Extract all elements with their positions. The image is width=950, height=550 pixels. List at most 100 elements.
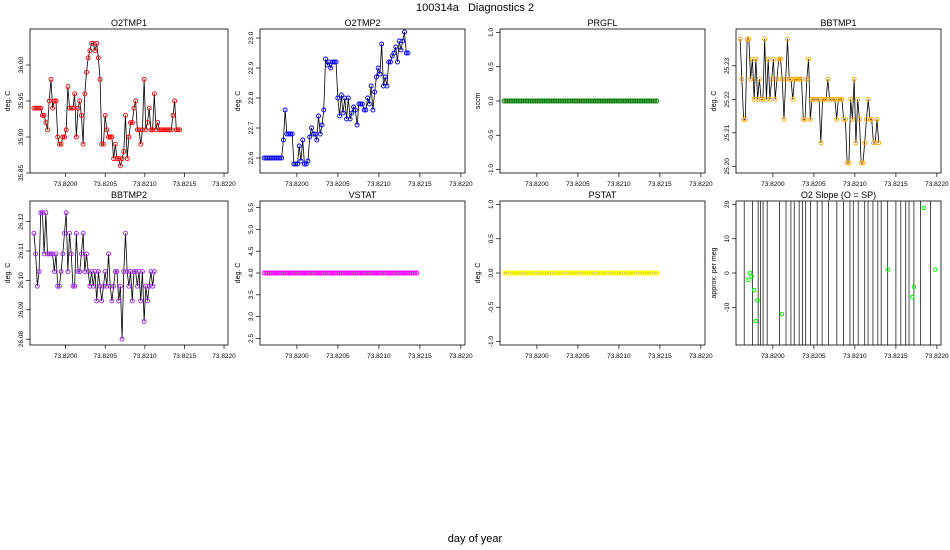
data-point <box>524 270 530 276</box>
data-point <box>380 83 386 89</box>
data-point <box>410 270 416 276</box>
data-point <box>755 96 761 102</box>
x-tick-label: 73.8200 <box>285 181 309 188</box>
data-point <box>382 74 388 80</box>
data-point <box>513 270 519 276</box>
data-point <box>921 205 927 211</box>
data-point <box>849 116 855 122</box>
y-tick-label: -0.5 <box>488 129 495 141</box>
data-point <box>636 98 642 104</box>
chart-panel-5: VSTAT deg. C 73.8200 73.8205 73.8210 73.8215 7… <box>235 190 473 360</box>
data-point <box>619 98 625 104</box>
data-point <box>78 112 84 118</box>
data-point <box>106 251 111 257</box>
y-tick-label: 25.22 <box>724 91 731 108</box>
y-tick-label: 22.7 <box>248 121 255 134</box>
data-point <box>34 283 40 289</box>
data-point <box>146 105 152 111</box>
x-tick-label: 73.8200 <box>54 353 78 360</box>
x-tick-label: 73.8215 <box>884 181 908 188</box>
data-point <box>860 160 866 166</box>
data-point <box>85 55 91 61</box>
data-point <box>774 76 780 82</box>
data-point <box>400 270 406 276</box>
data-point <box>359 101 365 107</box>
data-point <box>31 105 37 111</box>
data-point <box>326 59 332 65</box>
data-point <box>844 160 850 166</box>
x-tick-label: 73.8215 <box>173 353 197 360</box>
data-point <box>820 96 826 102</box>
data-point <box>41 251 47 257</box>
data-point <box>156 127 162 133</box>
data-point <box>575 270 581 276</box>
x-tick-label: 73.8220 <box>212 181 236 188</box>
data-point <box>617 270 623 276</box>
data-point <box>107 283 113 289</box>
data-point <box>552 98 558 104</box>
data-point <box>620 270 626 276</box>
data-point <box>277 270 283 276</box>
data-point <box>51 98 57 104</box>
data-point <box>89 269 95 274</box>
data-point <box>763 96 769 102</box>
data-point <box>626 98 632 104</box>
x-tick-label: 73.8220 <box>689 181 713 188</box>
data-point <box>640 98 646 104</box>
data-point <box>373 270 379 276</box>
data-point <box>114 156 120 162</box>
data-point <box>95 55 101 61</box>
data-point <box>263 155 269 161</box>
chart-title: BBTMP1 <box>820 18 856 28</box>
data-point <box>638 270 644 276</box>
data-point <box>910 294 915 300</box>
data-point <box>765 56 771 62</box>
data-point <box>869 116 875 122</box>
data-point <box>828 96 834 102</box>
data-point <box>279 270 285 276</box>
plot-area <box>261 29 411 167</box>
data-point <box>39 210 45 216</box>
data-point <box>163 127 169 133</box>
data-point <box>793 76 799 82</box>
data-point <box>162 127 167 133</box>
data-point <box>550 270 556 276</box>
data-point <box>594 98 600 104</box>
data-point <box>92 269 98 274</box>
data-point <box>573 270 579 276</box>
data-point <box>770 56 776 62</box>
data-point <box>294 161 300 167</box>
data-point <box>508 98 514 104</box>
data-point <box>570 270 575 276</box>
data-point <box>286 131 292 137</box>
data-point <box>503 270 509 276</box>
data-point <box>549 98 554 104</box>
chart-panel-2: PRGFL sccm 73.8200 73.8205 73.8210 73.8215 73.… <box>475 18 713 188</box>
data-point <box>858 160 864 166</box>
plot-area <box>501 270 660 276</box>
data-point <box>855 96 861 102</box>
data-point <box>34 105 40 111</box>
data-point <box>134 283 140 289</box>
data-point <box>584 98 590 104</box>
data-point <box>389 270 395 276</box>
data-point <box>835 96 841 102</box>
data-point <box>874 116 880 122</box>
data-point <box>104 127 110 133</box>
data-point <box>549 270 554 276</box>
data-point <box>305 270 311 276</box>
data-point <box>65 84 71 90</box>
data-point <box>531 270 537 276</box>
data-point <box>403 270 409 276</box>
chart-panel-4: BBTMP2 deg. C 73.8200 73.8205 73.8210 73.8215… <box>5 190 236 360</box>
data-point <box>587 98 593 104</box>
data-point <box>649 98 654 104</box>
data-point <box>126 283 132 289</box>
data-point <box>363 270 369 276</box>
data-point <box>746 277 751 283</box>
data-point <box>92 48 98 54</box>
data-point <box>512 270 518 276</box>
chart-panel-3: BBTMP1 deg. C 73.8200 73.8205 73.8210 73.8215… <box>711 18 949 188</box>
y-tick-label: 35.85 <box>18 164 25 181</box>
data-point <box>335 270 341 276</box>
